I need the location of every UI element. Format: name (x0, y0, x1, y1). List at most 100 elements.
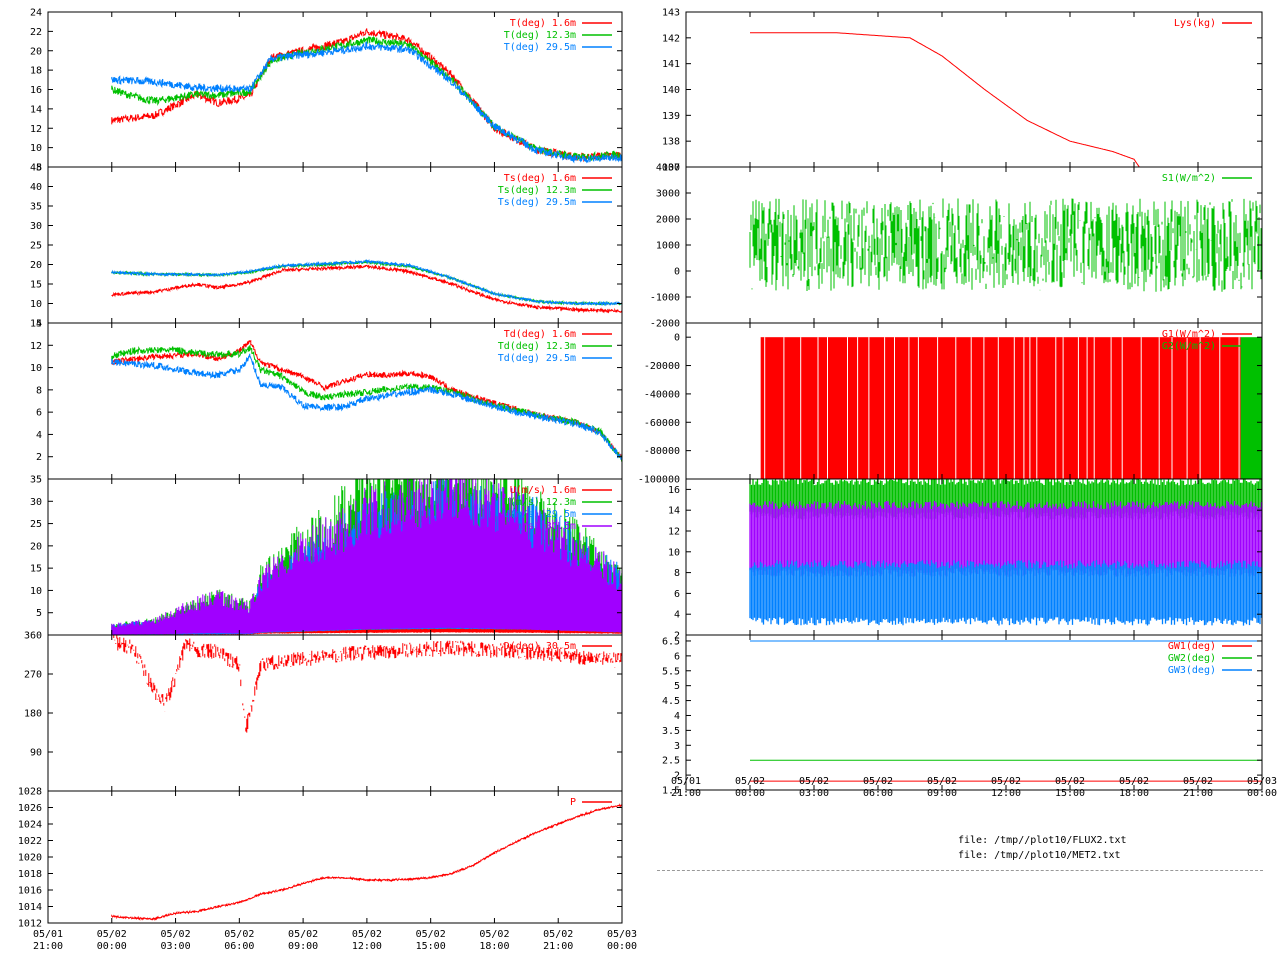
y-tick-label: 1028 (18, 787, 42, 798)
x-tick-label: 06:00 (863, 788, 893, 799)
x-tick-label: 15:00 (1055, 788, 1085, 799)
y-tick-label: 180 (24, 709, 42, 720)
y-tick-label: 360 (24, 631, 42, 642)
series-green (111, 35, 622, 162)
x-tick-label: 12:00 (352, 941, 382, 952)
y-tick-label: 20 (30, 541, 42, 552)
y-tick-label: 137 (662, 163, 680, 174)
panel-temperature: 8 10 12 14 16 18 20 22 24 T(deg) 1.6mT(deg) 12.3m… (30, 8, 623, 174)
y-tick-label: 16 (668, 485, 680, 496)
y-tick-label: 1016 (18, 886, 42, 897)
file-list: file: /tmp//plot10/FLUX2.txt file: /tmp/… (958, 833, 1127, 863)
x-tick-label: 18:00 (479, 941, 509, 952)
y-tick-label: 20 (30, 260, 42, 271)
plot-area (111, 803, 622, 921)
y-tick-label: 1000 (656, 241, 680, 252)
legend-label: D(deg) 30.5m (504, 641, 576, 652)
y-tick-label: 4 (36, 430, 42, 441)
legend-label: GW3(deg) (1168, 665, 1216, 676)
y-tick-label: 1014 (18, 902, 42, 913)
series-red (111, 264, 622, 314)
band-series (749, 479, 1262, 520)
y-tick-label: 2.5 (662, 756, 680, 767)
y-tick-label: -20000 (644, 361, 680, 372)
y-tick-label: 6 (36, 408, 42, 419)
x-tick-label: 05/02 (863, 776, 893, 787)
y-tick-label: 8 (674, 568, 680, 579)
legend-label: T(deg) 29.5m (504, 42, 576, 53)
x-tick-label: 05/02 (224, 929, 254, 940)
x-tick-label: 09:00 (927, 788, 957, 799)
y-tick-label: 20 (30, 46, 42, 57)
x-tick-label: 05/02 (288, 929, 318, 940)
y-tick-label: 14 (30, 104, 42, 115)
y-tick-label: 14 (30, 319, 42, 330)
x-tick-label: 00:00 (97, 941, 127, 952)
file-label: file: /tmp//plot10/FLUX2.txt (958, 835, 1127, 846)
legend-label: GW1(deg) (1168, 641, 1216, 652)
x-tick-label: 06:00 (224, 941, 254, 952)
y-tick-label: 15 (30, 564, 42, 575)
y-tick-label: 2 (674, 771, 680, 782)
legend-label: U(m/s) 12.3m (504, 497, 576, 508)
x-tick-label: 05/02 (735, 776, 765, 787)
plot-area (111, 28, 622, 164)
legend-label: Ts(deg) 1.6m (504, 173, 576, 184)
y-tick-label: 10 (30, 299, 42, 310)
y-tick-label: 1026 (18, 803, 42, 814)
series-red (750, 32, 1140, 167)
legend-label: Ts(deg) 29.5m (498, 197, 576, 208)
y-tick-label: 10 (30, 143, 42, 154)
legend-label: G2(W/m^2) (1162, 341, 1216, 352)
y-tick-label: -100000 (638, 475, 680, 486)
series-blue (111, 258, 622, 307)
x-tick-label: 03:00 (799, 788, 829, 799)
legend-label: Td(deg) 29.5m (498, 353, 576, 364)
y-tick-label: 3000 (656, 189, 680, 200)
y-tick-label: 12 (30, 341, 42, 352)
x-tick-label: 21:00 (33, 941, 63, 952)
x-tick-label: 05/02 (161, 929, 191, 940)
panel-pressure: 1012 1014 1016 1018 1020 1022 1024 1026 1028 P (18, 787, 623, 930)
x-tick-label: 05/02 (479, 929, 509, 940)
legend-label: Td(deg) 12.3m (498, 341, 576, 352)
y-tick-label: 15 (30, 280, 42, 291)
y-tick-label: 0 (674, 267, 680, 278)
y-tick-label: 6 (674, 589, 680, 600)
x-tick-label: 05/03 (1247, 776, 1277, 787)
y-tick-label: 24 (30, 8, 42, 19)
bar-red (760, 337, 1241, 479)
y-tick-label: 1024 (18, 820, 42, 831)
series-blue (111, 41, 622, 164)
x-tick-label: 21:00 (671, 788, 701, 799)
series-red (111, 803, 622, 921)
x-tick-label: 21:00 (1183, 788, 1213, 799)
panel-gw: 1.5 2 2.5 3 3.5 4 4.5 5 5.5 6 6.5 GW1(deg)GW2(deg)G… (662, 634, 1263, 797)
y-tick-label: 0 (674, 333, 680, 344)
x-tick-label: 00:00 (735, 788, 765, 799)
y-tick-label: 1018 (18, 869, 42, 880)
legend-label: GW2(deg) (1168, 653, 1216, 664)
y-tick-label: 138 (662, 137, 680, 148)
legend-label: Ts(deg) 12.3m (498, 185, 576, 196)
legend-label: T(deg) 1.6m (510, 18, 576, 29)
plot-area (750, 32, 1140, 167)
band-series (749, 560, 1262, 626)
x-tick-label: 03:00 (161, 941, 191, 952)
band-series (749, 500, 1262, 577)
y-tick-label: 6.5 (662, 636, 680, 647)
plot-area (111, 258, 622, 314)
y-tick-label: 3 (674, 741, 680, 752)
series-blue (111, 353, 622, 460)
divider (657, 870, 1263, 871)
bar-green (1240, 337, 1262, 479)
legend-label: Lys(kg) (1174, 18, 1216, 29)
plot-area (750, 640, 1262, 782)
y-tick-label: -80000 (644, 446, 680, 457)
y-tick-label: 10 (30, 363, 42, 374)
y-tick-label: 90 (30, 748, 42, 759)
y-tick-label: 1020 (18, 853, 42, 864)
series-red (113, 635, 622, 733)
plot-area (760, 337, 1262, 479)
y-tick-label: 4 (674, 711, 680, 722)
